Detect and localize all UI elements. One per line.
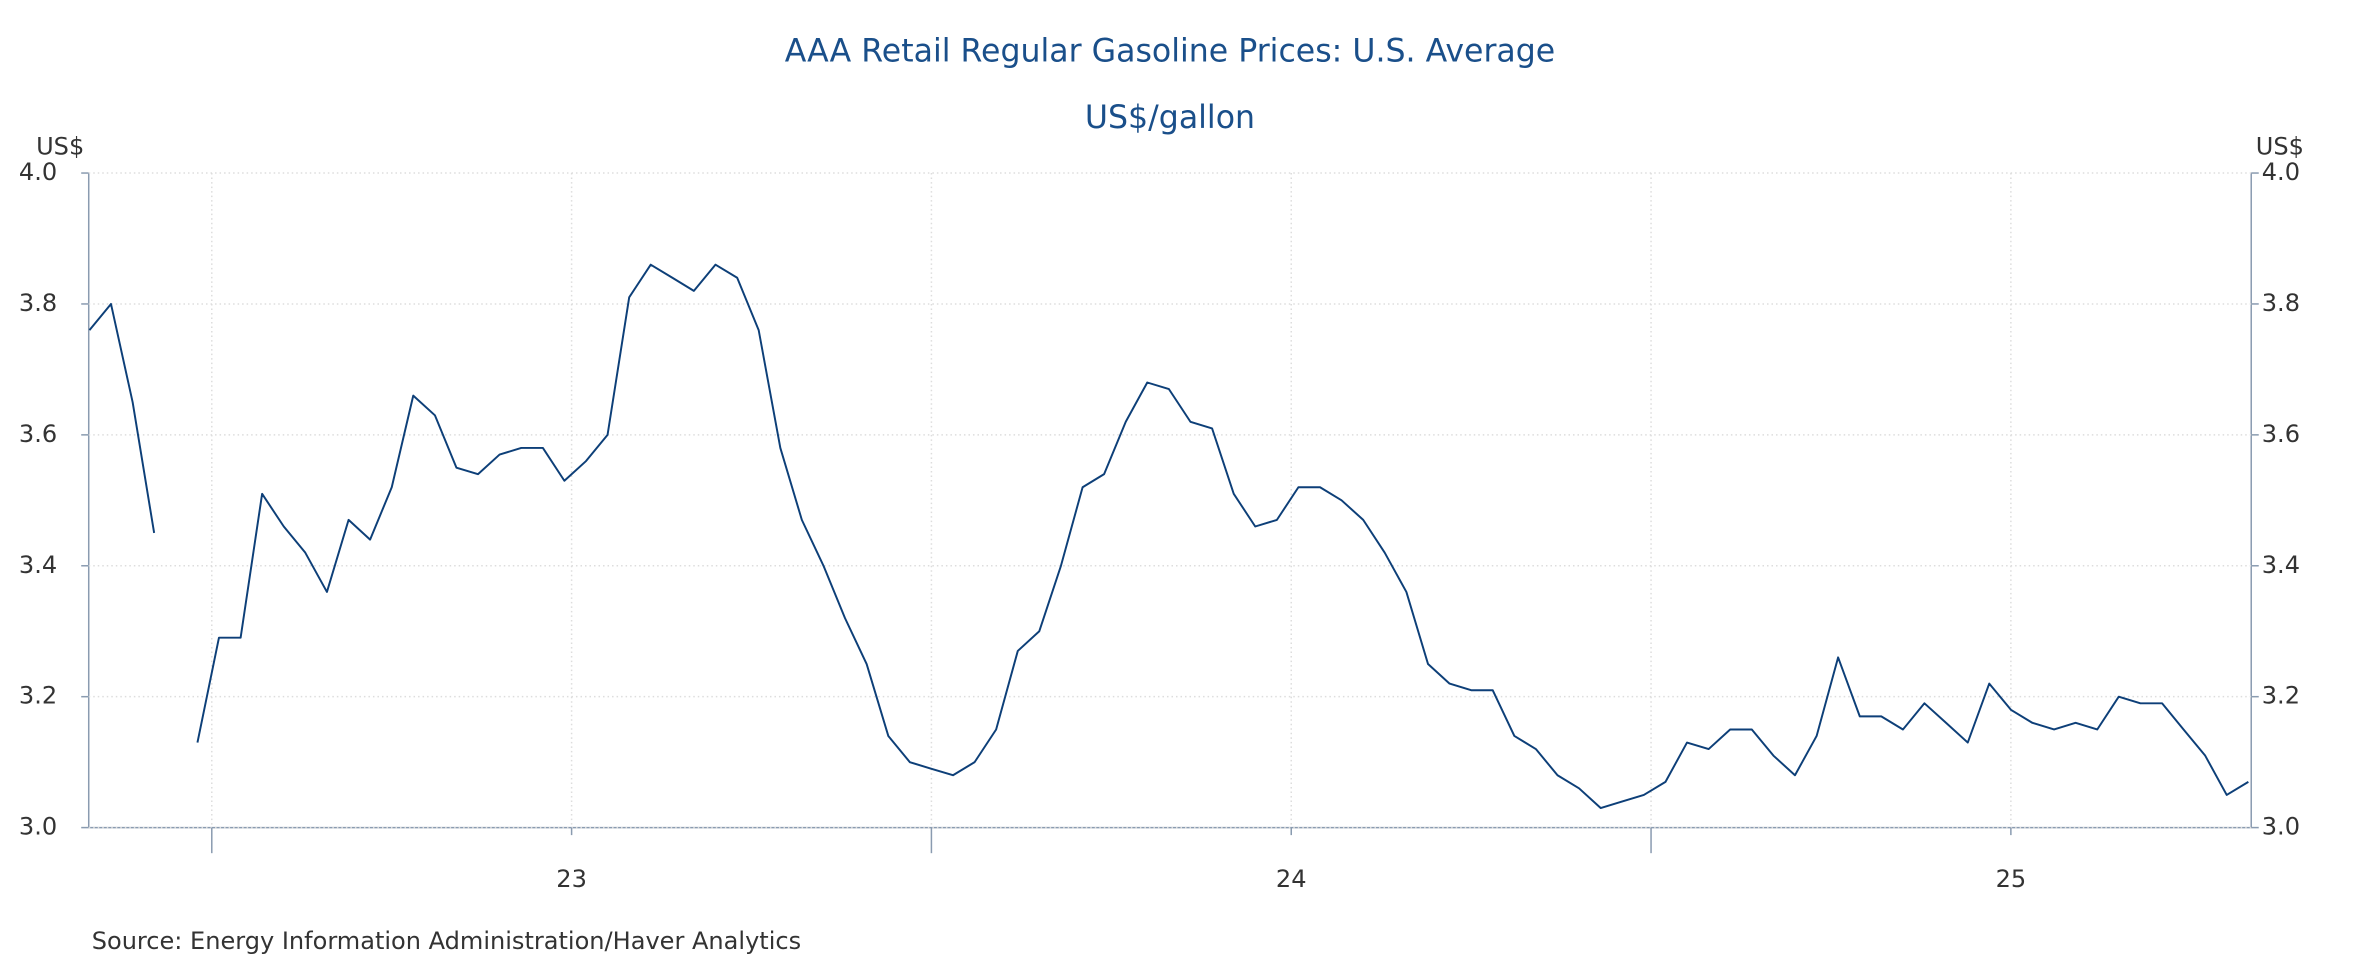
- y-tick-label: 3.6: [19, 420, 57, 448]
- y-tick-label: 3.8: [19, 289, 57, 317]
- x-tick-label: 25: [1996, 865, 2027, 893]
- y-tick-label: 3.4: [19, 551, 57, 579]
- y2-axis-label: US$: [2256, 132, 2304, 160]
- x-tick-label: 23: [556, 865, 587, 893]
- source: Source: Energy Information Administratio…: [92, 927, 801, 955]
- y2-tick-label: 4.0: [2262, 158, 2300, 186]
- y-tick-label: 3.0: [19, 813, 57, 841]
- chart-subtitle: US$/gallon: [1085, 100, 1255, 136]
- y2-tick-label: 3.0: [2262, 813, 2300, 841]
- y2-tick-label: 3.2: [2262, 682, 2300, 710]
- y2-tick-label: 3.8: [2262, 289, 2300, 317]
- y-axis-label: US$: [36, 132, 84, 160]
- y2-tick-label: 3.6: [2262, 420, 2300, 448]
- price-line: [88, 263, 2249, 810]
- y-tick-label: 3.2: [19, 682, 57, 710]
- chart-title: AAA Retail Regular Gasoline Prices: U.S.…: [785, 34, 1556, 70]
- y2-tick-label: 3.4: [2262, 551, 2300, 579]
- x-tick-label: 24: [1276, 865, 1307, 893]
- y-tick-label: 4.0: [19, 158, 57, 186]
